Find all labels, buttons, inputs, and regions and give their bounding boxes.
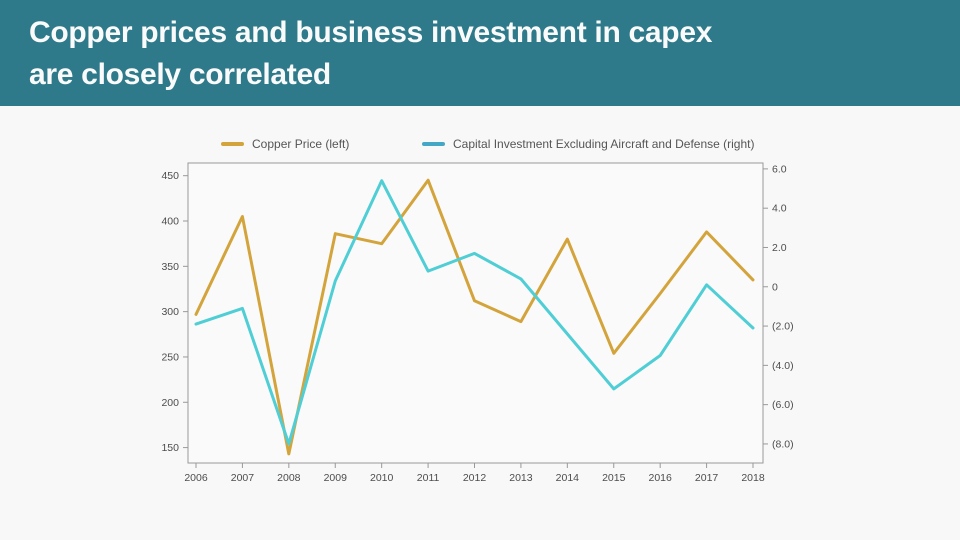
copper-price-line — [194, 178, 755, 456]
x-axis-tick-label: 2013 — [509, 472, 533, 484]
x-axis-tick-label: 2011 — [417, 472, 440, 484]
legend-label-capital-investment: Capital Investment Excluding Aircraft an… — [453, 137, 755, 151]
copper-price-legend-swatch — [221, 142, 244, 146]
x-axis-tick-label: 2006 — [184, 472, 208, 484]
legend-item-capital-investment: Capital Investment Excluding Aircraft an… — [422, 137, 754, 151]
right-axis-tick-label: 6.0 — [772, 163, 787, 175]
x-axis-tick-label: 2017 — [695, 472, 719, 484]
x-axis-tick-label: 2010 — [370, 472, 394, 484]
line-chart: 450 400 350 300 250 200 150 6.0 4.0 2.0 0 (2.0) (4.0… — [161, 162, 794, 484]
slide-title-line1: Copper prices and business investment in… — [29, 16, 713, 49]
left-axis-tick-label: 300 — [161, 306, 179, 318]
left-axis-tick-label: 250 — [161, 351, 179, 363]
right-axis-tick-label: (8.0) — [772, 438, 794, 450]
right-axis-tick-label: 0 — [772, 281, 778, 293]
x-axis-tick-label: 2008 — [277, 472, 301, 484]
x-axis-tick-label: 2007 — [231, 472, 255, 484]
plot-border — [187, 162, 764, 464]
x-axis-tick-label: 2012 — [463, 472, 487, 484]
capital-investment-legend-swatch — [422, 142, 445, 146]
left-axis-tick-label: 350 — [161, 261, 179, 273]
left-axis-tick-label: 450 — [161, 170, 179, 182]
slide-title-line2: are closely correlated — [29, 58, 331, 91]
left-axis-tick-label: 150 — [161, 442, 179, 454]
right-axis-tick-label: (4.0) — [772, 360, 794, 372]
x-axis-tick-label: 2014 — [556, 472, 580, 484]
right-axis-tick-label: (6.0) — [772, 399, 794, 411]
legend-label-copper-price: Copper Price (left) — [252, 137, 350, 151]
capital-investment-line — [194, 179, 755, 446]
right-axis-tick-label: 2.0 — [772, 242, 787, 254]
slide-title: Copper prices and business investment in… — [0, 0, 960, 96]
legend-item-copper-price: Copper Price (left) — [221, 137, 349, 151]
right-axis-tick-label: 4.0 — [772, 203, 787, 215]
x-axis-tick-label: 2015 — [602, 472, 626, 484]
left-axis-tick-label: 400 — [161, 216, 179, 228]
x-axis-tick-label: 2016 — [648, 472, 672, 484]
x-axis-tick-label: 2009 — [324, 472, 348, 484]
right-axis-tick-label: (2.0) — [772, 321, 794, 333]
left-axis-tick-label: 200 — [161, 397, 179, 409]
x-axis-tick-label: 2018 — [741, 472, 765, 484]
header-banner: Copper prices and business investment in… — [0, 0, 960, 106]
chart-legend: Copper Price (left) Capital Investment E… — [0, 106, 960, 156]
chart-area: Copper Price (left) Capital Investment E… — [0, 106, 960, 540]
